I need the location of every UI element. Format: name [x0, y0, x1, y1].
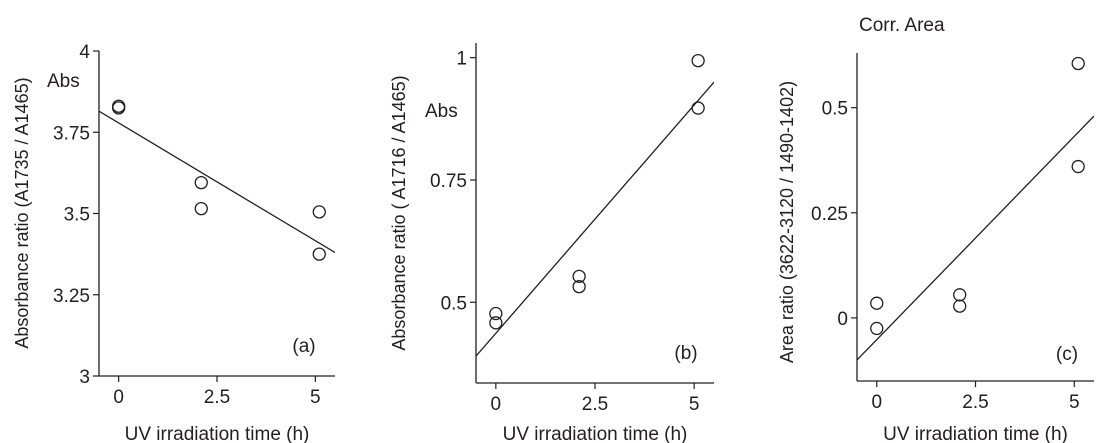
data-point — [953, 288, 967, 302]
y-tick-label: 0.25 — [811, 204, 848, 225]
data-point — [489, 316, 503, 330]
x-tick-label: 2.5 — [582, 394, 608, 415]
y-annotation-secondary: Corr. Area — [859, 15, 945, 36]
data-point — [489, 306, 503, 321]
data-point — [953, 299, 967, 313]
chart-panel-2: 0.5 0.75 1 0 2.5 5UV irradiation time (h) Abso… — [389, 43, 714, 443]
y-axis-label: Area ratio (3622-3120 / 1490-1402) — [777, 81, 797, 363]
x-tick-label: 0 — [113, 387, 124, 408]
x-tick-label: 2.5 — [962, 392, 988, 413]
x-tick-label: 5 — [1069, 392, 1080, 413]
data-point — [1071, 56, 1085, 71]
y-tick-label: 3.75 — [53, 123, 90, 144]
y-tick-label: 3 — [79, 367, 90, 388]
data-point — [691, 101, 705, 115]
data-point — [572, 269, 586, 284]
y-tick-label: 3.5 — [64, 205, 90, 226]
y-tick-label: 0 — [837, 309, 848, 330]
y-tick-label: 1 — [456, 49, 467, 70]
x-tick-label: 5 — [310, 387, 321, 408]
data-point — [1071, 159, 1085, 174]
panel-label: (c) — [1056, 344, 1078, 365]
data-point — [312, 247, 326, 261]
data-point — [691, 53, 705, 68]
data-point — [112, 101, 126, 115]
panel-label: (b) — [674, 343, 697, 364]
data-point — [194, 201, 208, 216]
chart-panel-1: 3 3.25 3.5 3.75 4 0 2.5 5UV irradiation time (h… — [12, 42, 335, 443]
fit-line — [476, 81, 714, 357]
y-tick-label: 0.5 — [441, 293, 467, 314]
x-axis-label: UV irradiation time (h) — [125, 424, 310, 443]
y-tick-label: 3.25 — [53, 286, 90, 307]
x-axis-label: UV irradiation time (h) — [883, 424, 1068, 443]
panel-label: (a) — [292, 336, 315, 357]
y-axis-label: Absorbance ratio ( A1716 / A1465) — [389, 75, 409, 350]
x-tick-label: 0 — [491, 394, 502, 415]
y-tick-label: 4 — [79, 42, 90, 63]
chart-panel-3: 0 0.25 0.5 0 2.5 5UV irradiation time (h) Area… — [777, 15, 1094, 443]
y-tick-label: 0.75 — [430, 171, 467, 192]
x-axis-label: UV irradiation time (h) — [503, 424, 688, 443]
fit-line — [857, 115, 1094, 361]
x-tick-label: 5 — [689, 394, 700, 415]
y-axis-label: Absorbance ratio (A1735 / A1465) — [12, 77, 32, 348]
y-annotation: Abs — [47, 71, 80, 92]
data-point — [870, 296, 884, 310]
y-tick-label: 0.5 — [822, 99, 848, 120]
x-tick-label: 0 — [871, 392, 882, 413]
data-point — [870, 321, 884, 336]
data-point — [572, 279, 586, 294]
y-annotation: Abs — [425, 101, 458, 122]
data-point — [312, 205, 326, 219]
data-point — [194, 175, 208, 190]
x-tick-label: 2.5 — [204, 387, 230, 408]
fit-line — [99, 110, 335, 254]
